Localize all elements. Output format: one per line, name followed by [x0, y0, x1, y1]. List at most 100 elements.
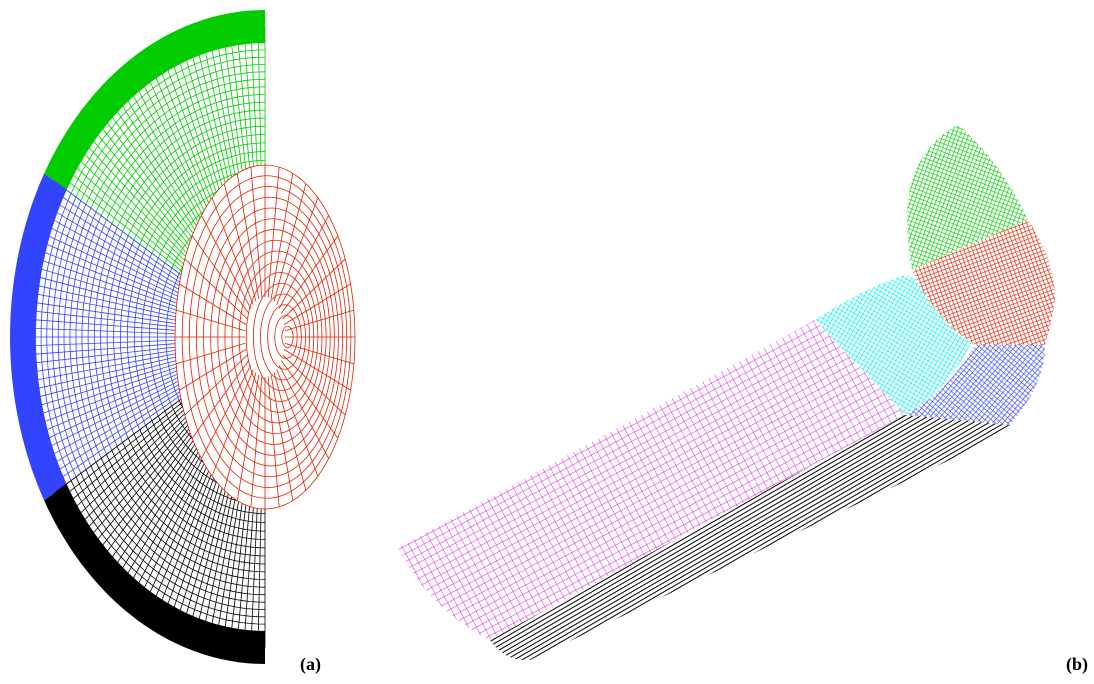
- mesh-line: [25, 291, 190, 324]
- mesh-line: [37, 230, 194, 304]
- mesh-b: [398, 125, 1055, 661]
- mesh-line: [70, 395, 204, 523]
- mesh-line: [283, 283, 351, 325]
- mesh-line: [27, 356, 191, 401]
- mesh-line: [24, 300, 190, 327]
- mesh-line: [45, 378, 196, 469]
- mesh-line: [201, 365, 252, 459]
- mesh-line: [273, 183, 307, 302]
- mesh-line: [70, 151, 204, 279]
- mesh-line: [267, 376, 280, 507]
- mesh-line: [280, 360, 339, 439]
- cyan-block: [815, 275, 975, 415]
- black-block: [490, 415, 1010, 661]
- mesh-line: [51, 383, 198, 485]
- mesh-line: [66, 392, 203, 516]
- mesh-line: [23, 309, 189, 329]
- mesh-line: [270, 173, 294, 300]
- mesh-line: [34, 238, 193, 307]
- mesh-line: [83, 130, 209, 273]
- mesh-line: [26, 282, 190, 321]
- magenta-block: [398, 320, 905, 640]
- mesh-line: [175, 309, 246, 332]
- mesh-line: [32, 364, 192, 427]
- mesh-line: [25, 350, 190, 383]
- mesh-line: [250, 167, 263, 298]
- mesh-line: [184, 258, 248, 320]
- mesh-line: [23, 345, 189, 365]
- mesh-line: [48, 197, 197, 294]
- mesh-line: [79, 399, 207, 537]
- mesh-line: [51, 189, 198, 291]
- mesh-line: [211, 369, 254, 477]
- mesh-line: [284, 342, 355, 365]
- mesh-line: [23, 342, 189, 356]
- mesh-line: [223, 372, 257, 491]
- mesh-line: [179, 283, 247, 325]
- mesh-line: [54, 181, 199, 289]
- mesh-line: [27, 273, 191, 318]
- mesh-line: [32, 247, 192, 310]
- mesh-line: [26, 353, 190, 392]
- mesh-line: [22, 327, 189, 335]
- mesh-a: [10, 10, 356, 664]
- mesh-line: [30, 256, 192, 312]
- mesh-line: [42, 375, 195, 461]
- mesh-line: [42, 213, 195, 299]
- mesh-line: [74, 397, 206, 530]
- mesh-line: [276, 197, 319, 305]
- mesh-line: [83, 401, 209, 544]
- mesh-line: [278, 215, 329, 309]
- mesh-line: [175, 342, 246, 365]
- mesh-line: [179, 349, 247, 391]
- mesh-line: [62, 390, 202, 509]
- mesh-line: [29, 359, 191, 410]
- mesh-line: [191, 360, 250, 439]
- green-block: [907, 125, 1028, 270]
- mesh-band: [44, 484, 266, 664]
- mesh-line: [223, 183, 257, 302]
- mesh-line: [23, 318, 189, 332]
- mesh-line: [201, 215, 252, 309]
- mesh-line: [58, 388, 201, 501]
- mesh-line: [79, 137, 207, 275]
- mesh-line: [24, 347, 190, 374]
- mesh-line: [191, 235, 250, 314]
- mesh-line: [267, 167, 280, 298]
- mesh-line: [283, 349, 351, 391]
- mesh-line: [22, 339, 189, 347]
- mesh-line: [29, 264, 191, 315]
- mesh-line: [184, 354, 248, 416]
- blue-block: [905, 345, 1045, 425]
- mesh-line: [30, 362, 192, 418]
- mesh-line: [66, 158, 203, 282]
- mesh-line: [39, 372, 195, 453]
- mesh-line: [236, 374, 260, 501]
- mesh-line: [276, 369, 319, 477]
- mesh-line: [48, 380, 197, 477]
- mesh-line: [37, 370, 194, 444]
- panel-label: (a): [300, 654, 321, 675]
- mesh-line: [45, 205, 196, 296]
- mesh-line: [278, 365, 329, 459]
- mesh-line: [236, 173, 260, 300]
- mesh-line: [58, 173, 201, 286]
- mesh-band: [10, 173, 67, 501]
- red-block: [912, 220, 1055, 345]
- mesh-line: [74, 144, 206, 277]
- mesh-band: [44, 10, 266, 190]
- mesh-line: [211, 197, 254, 305]
- mesh-line: [34, 367, 193, 436]
- mesh-line: [62, 165, 202, 284]
- mesh-line: [282, 354, 346, 416]
- mesh-line: [284, 309, 355, 332]
- mesh-line: [39, 221, 195, 302]
- panel-label: (b): [1066, 654, 1088, 675]
- mesh-line: [273, 372, 307, 491]
- mesh-line: [54, 385, 199, 493]
- mesh-line: [280, 235, 339, 314]
- mesh-line: [270, 374, 294, 501]
- mesh-line: [250, 376, 263, 507]
